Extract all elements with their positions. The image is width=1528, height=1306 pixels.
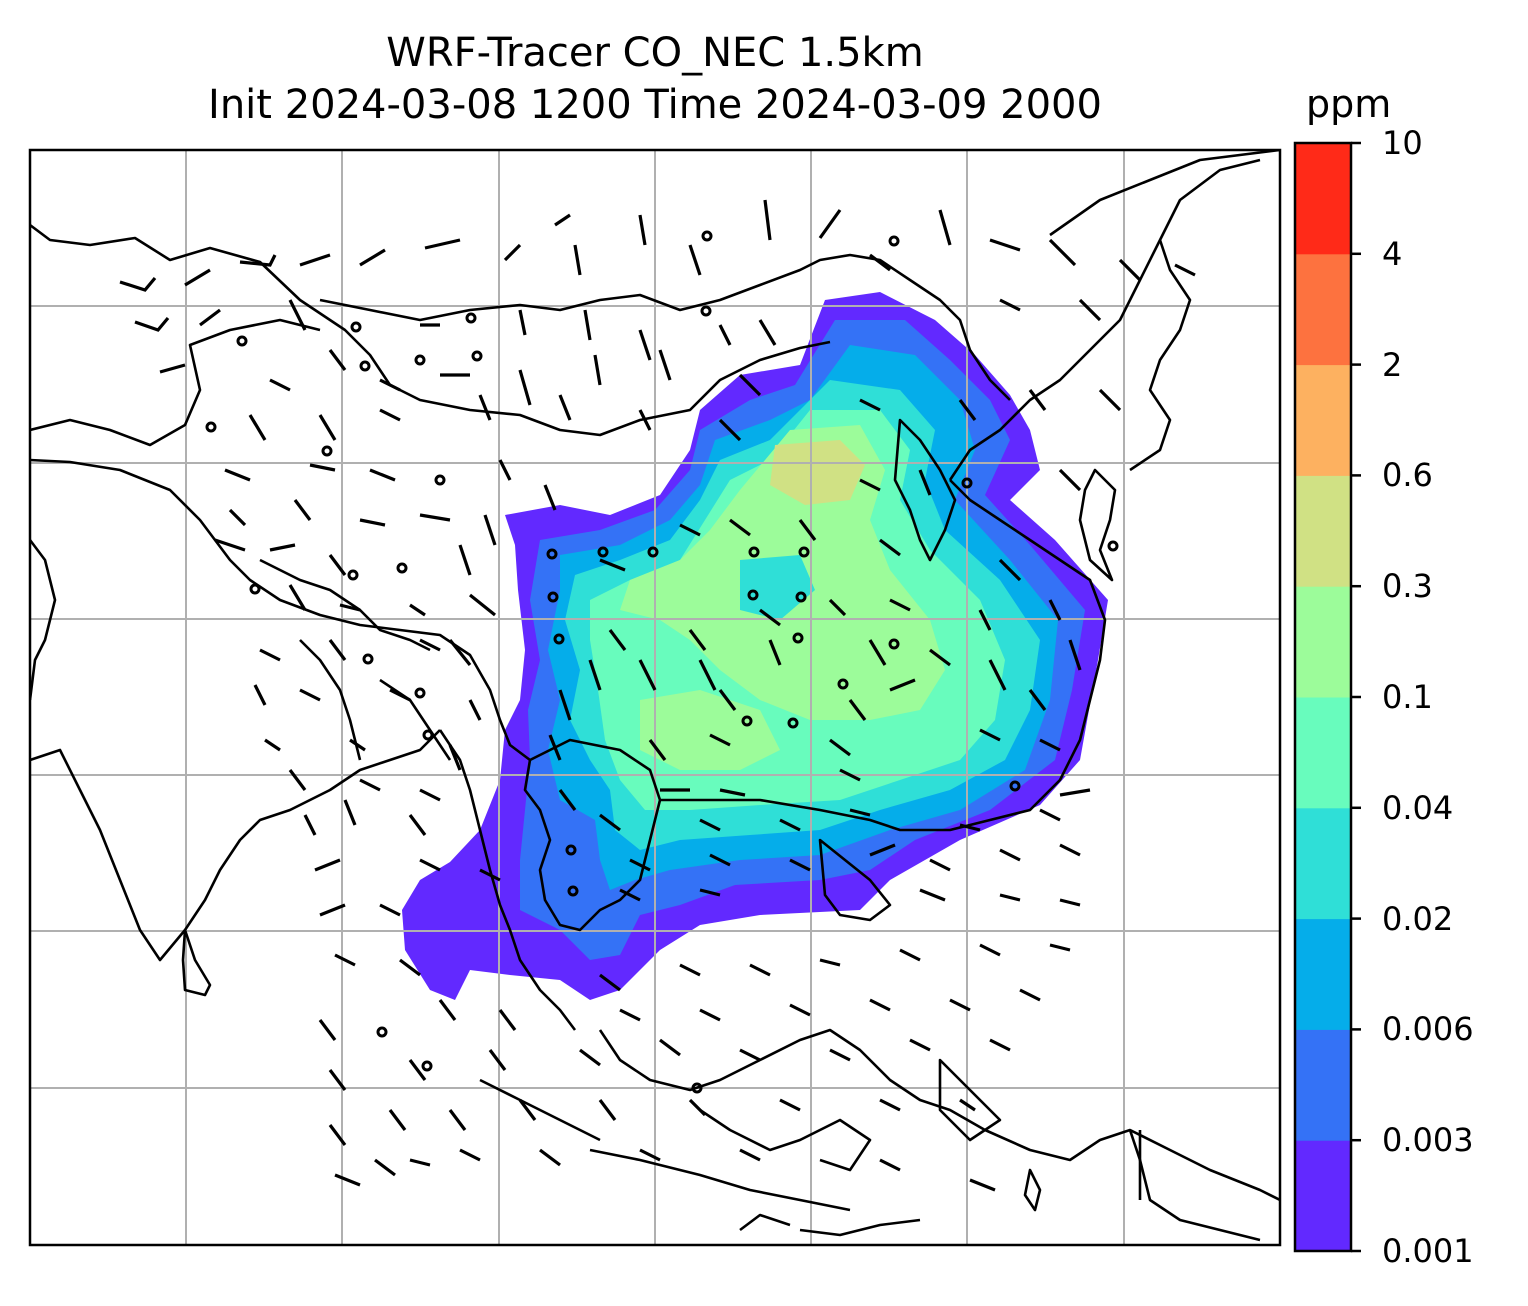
colorbar-tick-label: 0.04: [1382, 788, 1454, 827]
coastlines: [30, 150, 1280, 1242]
conc-level-4-inset: [740, 555, 815, 620]
tracer-concentration-fill: [402, 292, 1108, 1000]
colorbar-band-6: [1295, 475, 1351, 587]
colorbar-band-2: [1295, 918, 1351, 1030]
colorbar-band-7: [1295, 364, 1351, 476]
colorbar-band-3: [1295, 807, 1351, 920]
colorbar-tick-label: 0.02: [1382, 899, 1454, 938]
colorbar-tick-label: 0.001: [1382, 1232, 1474, 1270]
colorbar-band-4: [1295, 697, 1351, 809]
colorbar-tick-label: 0.6: [1382, 456, 1433, 495]
colorbar-unit: ppm: [1306, 82, 1392, 126]
colorbar-tick-label: 0.003: [1382, 1121, 1474, 1160]
conc-level-7: [770, 440, 865, 505]
calm-wind-circles: [205, 230, 1119, 1094]
map-title-line-1: WRF-Tracer CO_NEC 1.5km: [386, 30, 924, 76]
conc-level-6b: [640, 690, 780, 770]
map-title-line-2: Init 2024-03-08 1200 Time 2024-03-09 200…: [208, 82, 1102, 128]
colorbar-tick-label: 10: [1382, 124, 1423, 162]
wind-barbs: [119, 199, 1196, 1192]
colorbar-band-8: [1295, 253, 1351, 366]
map-frame: [28, 148, 1282, 1247]
colorbar-tick-label: 0.006: [1382, 1010, 1474, 1049]
colorbar-band-0: [1295, 1140, 1351, 1252]
colorbar-band-1: [1295, 1029, 1351, 1141]
colorbar-band-9: [1295, 143, 1351, 255]
colorbar-tick-label: 0.1: [1382, 678, 1433, 716]
colorbar-tick-label: 0.3: [1382, 567, 1433, 606]
colorbar-band-5: [1295, 586, 1351, 698]
colorbar: [1293, 141, 1361, 1253]
colorbar-tick-label: 2: [1382, 345, 1403, 384]
colorbar-tick-label: 4: [1382, 234, 1403, 273]
